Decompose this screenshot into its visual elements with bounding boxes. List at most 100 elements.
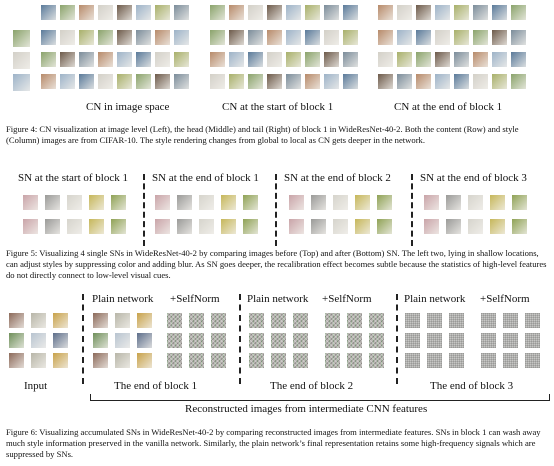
- thumbnail-image: [8, 352, 25, 369]
- thumbnail-image: [377, 4, 394, 21]
- thumbnail-image: [396, 51, 413, 68]
- thumbnail-image: [304, 73, 321, 90]
- thumbnail-image: [377, 51, 394, 68]
- thumbnail-image: [323, 29, 340, 46]
- figure-6-input-label: Input: [24, 380, 48, 392]
- thumbnail-image: [209, 73, 226, 90]
- figure-5-label-3: SN at the end of block 3: [420, 172, 527, 184]
- thumbnail-image: [354, 194, 371, 211]
- thumbnail-image: [8, 332, 25, 349]
- thumbnail-image: [173, 29, 190, 46]
- thumbnail-image: [135, 29, 152, 46]
- thumbnail-image: [173, 4, 190, 21]
- thumbnail-image: [354, 218, 371, 235]
- thumbnail-image: [472, 4, 489, 21]
- thumbnail-image: [510, 73, 527, 90]
- thumbnail-image: [285, 29, 302, 46]
- thumbnail-image: [288, 218, 305, 235]
- thumbnail-image: [135, 73, 152, 90]
- reconstructed-image: [210, 332, 227, 349]
- thumbnail-image: [22, 194, 39, 211]
- thumbnail-image: [114, 312, 131, 329]
- thumbnail-image: [266, 51, 283, 68]
- thumbnail-image: [40, 73, 57, 90]
- thumbnail-image: [176, 218, 193, 235]
- thumbnail-image: [228, 51, 245, 68]
- figure-4-label-end-block-1: CN at the end of block 1: [394, 101, 503, 113]
- thumbnail-image: [59, 51, 76, 68]
- thumbnail-image: [154, 218, 171, 235]
- thumbnail-image: [285, 4, 302, 21]
- thumbnail-image: [22, 218, 39, 235]
- thumbnail-image: [78, 4, 95, 21]
- thumbnail-image: [52, 352, 69, 369]
- thumbnail-image: [376, 194, 393, 211]
- thumbnail-image: [220, 194, 237, 211]
- thumbnail-image: [78, 73, 95, 90]
- thumbnail-image: [110, 194, 127, 211]
- thumbnail-image: [88, 218, 105, 235]
- thumbnail-image: [510, 4, 527, 21]
- figure-6-col-label: Plain network: [404, 293, 466, 305]
- reconstructed-image: [292, 312, 309, 329]
- thumbnail-image: [304, 51, 321, 68]
- reconstructed-image: [502, 352, 519, 369]
- reconstructed-image: [480, 352, 497, 369]
- thumbnail-image: [376, 218, 393, 235]
- figure-5-divider: [411, 174, 413, 246]
- thumbnail-image: [453, 51, 470, 68]
- thumbnail-image: [342, 29, 359, 46]
- reconstructed-image: [188, 352, 205, 369]
- thumbnail-image: [491, 51, 508, 68]
- reconstructed-image: [426, 352, 443, 369]
- reconstructed-image: [166, 352, 183, 369]
- thumbnail-image: [135, 51, 152, 68]
- thumbnail-image: [242, 218, 259, 235]
- figure-6-col-label: +SelfNorm: [480, 293, 530, 305]
- thumbnail-image: [415, 73, 432, 90]
- thumbnail-image: [453, 4, 470, 21]
- reconstructed-image: [448, 332, 465, 349]
- thumbnail-image: [453, 29, 470, 46]
- reconstructed-image: [166, 332, 183, 349]
- thumbnail-image: [489, 194, 506, 211]
- thumbnail-image: [266, 4, 283, 21]
- reconstructed-image: [248, 312, 265, 329]
- thumbnail-image: [415, 4, 432, 21]
- thumbnail-image: [228, 29, 245, 46]
- thumbnail-image: [445, 194, 462, 211]
- thumbnail-image: [44, 218, 61, 235]
- figure-6-col-label: +SelfNorm: [170, 293, 220, 305]
- reconstructed-image: [524, 352, 541, 369]
- reconstructed-image: [248, 332, 265, 349]
- figure-6-brace: [90, 394, 550, 401]
- figure-6-reconstructed-label: Reconstructed images from intermediate C…: [185, 403, 428, 415]
- figure-5-label-2: SN at the end of block 2: [284, 172, 391, 184]
- thumbnail-image: [97, 51, 114, 68]
- figure-6-divider: [396, 294, 398, 384]
- reconstructed-image: [368, 352, 385, 369]
- thumbnail-image: [97, 29, 114, 46]
- thumbnail-image: [310, 218, 327, 235]
- thumbnail-image: [12, 73, 31, 92]
- thumbnail-image: [92, 352, 109, 369]
- reconstructed-image: [270, 352, 287, 369]
- thumbnail-image: [491, 29, 508, 46]
- thumbnail-image: [511, 194, 528, 211]
- thumbnail-image: [209, 4, 226, 21]
- thumbnail-image: [434, 51, 451, 68]
- reconstructed-image: [292, 332, 309, 349]
- reconstructed-image: [188, 312, 205, 329]
- thumbnail-image: [154, 4, 171, 21]
- thumbnail-image: [434, 4, 451, 21]
- thumbnail-image: [489, 218, 506, 235]
- reconstructed-image: [270, 332, 287, 349]
- thumbnail-image: [242, 194, 259, 211]
- thumbnail-image: [247, 29, 264, 46]
- reconstructed-image: [502, 312, 519, 329]
- reconstructed-image: [166, 312, 183, 329]
- thumbnail-image: [445, 218, 462, 235]
- reconstructed-image: [324, 332, 341, 349]
- reconstructed-image: [324, 352, 341, 369]
- figure-6-block-label: The end of block 2: [270, 380, 354, 392]
